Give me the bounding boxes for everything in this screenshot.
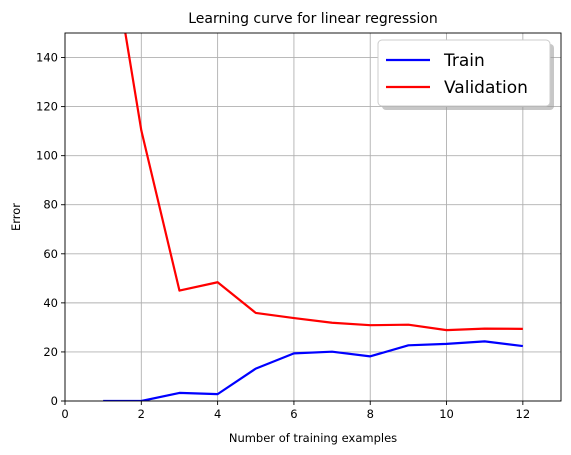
y-tick-label: 120 xyxy=(36,100,58,114)
legend-box xyxy=(377,39,551,107)
legend-label-validation: Validation xyxy=(444,78,528,98)
x-tick-label: 12 xyxy=(516,407,531,421)
y-tick-label: 80 xyxy=(43,198,58,212)
legend-label-train: Train xyxy=(443,51,485,71)
y-tick-label: 0 xyxy=(51,394,58,408)
series-lines xyxy=(103,33,523,401)
x-tick-label: 0 xyxy=(61,407,68,421)
x-tick-label: 4 xyxy=(214,407,221,421)
legend: Train Validation xyxy=(377,39,554,110)
y-tick-label: 40 xyxy=(43,296,58,310)
chart-title: Learning curve for linear regression xyxy=(188,11,438,27)
y-tick-label: 100 xyxy=(36,149,58,163)
x-tick-label: 8 xyxy=(367,407,374,421)
plot-frame xyxy=(64,32,562,402)
y-tick-label: 20 xyxy=(43,345,58,359)
x-tick-label: 6 xyxy=(290,407,297,421)
y-axis-label: Error xyxy=(9,203,23,231)
x-axis-label: Number of training examples xyxy=(229,431,397,445)
y-tick-label: 140 xyxy=(36,51,58,65)
y-tick-label: 60 xyxy=(43,247,58,261)
series-line-validation xyxy=(124,33,523,332)
series-line-train xyxy=(103,340,523,401)
x-tick-label: 10 xyxy=(439,407,454,421)
x-tick-label: 2 xyxy=(138,407,145,421)
